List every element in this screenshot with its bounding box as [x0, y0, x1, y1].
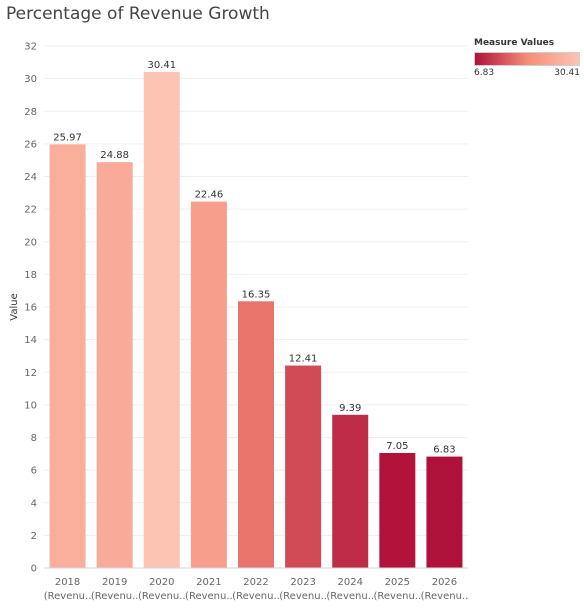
x-tick-label: 2026 — [432, 577, 457, 588]
legend-max-label: 30.41 — [554, 68, 580, 78]
legend-title: Measure Values — [474, 38, 555, 48]
x-tick-label: 2023 — [290, 577, 315, 588]
bar-2026 — [426, 456, 463, 568]
y-axis-label: Value — [9, 293, 20, 320]
x-tick-label: 2025 — [385, 577, 410, 588]
data-label: 25.97 — [53, 132, 82, 143]
bar-2024 — [332, 414, 369, 568]
x-tick-label: 2022 — [243, 577, 268, 588]
bar-2023 — [285, 365, 322, 568]
y-tick-label: 18 — [24, 270, 37, 281]
data-label: 12.41 — [289, 354, 318, 365]
x-tick-sublabel: (Revenu.. — [91, 591, 139, 602]
x-tick-label: 2020 — [149, 577, 174, 588]
bar-2022 — [238, 301, 274, 568]
y-tick-label: 24 — [24, 172, 37, 183]
x-tick-sublabel: (Revenu.. — [138, 591, 186, 602]
x-tick-label: 2019 — [102, 577, 127, 588]
data-label: 22.46 — [195, 190, 224, 201]
y-tick-label: 28 — [24, 107, 37, 118]
x-tick-sublabel: (Revenu.. — [374, 591, 422, 602]
y-tick-label: 16 — [24, 303, 37, 314]
y-tick-label: 22 — [24, 205, 37, 216]
bar-2018 — [49, 144, 86, 568]
y-tick-label: 4 — [31, 498, 37, 509]
legend-min-label: 6.83 — [474, 68, 495, 78]
legend-gradient-bar — [474, 52, 580, 66]
bar-2020 — [143, 71, 180, 568]
data-label: 7.05 — [386, 441, 408, 452]
y-tick-label: 20 — [24, 237, 37, 248]
y-tick-label: 14 — [24, 335, 37, 346]
y-tick-label: 26 — [24, 139, 37, 150]
legend-labels: 6.83 30.41 — [474, 68, 580, 80]
data-label: 6.83 — [433, 445, 455, 456]
x-tick-sublabel: (Revenu.. — [44, 591, 92, 602]
x-tick-sublabel: (Revenu.. — [232, 591, 280, 602]
y-tick-label: 10 — [24, 400, 37, 411]
bar-2025 — [379, 452, 416, 568]
bar-2019 — [96, 162, 133, 568]
x-tick-label: 2021 — [196, 577, 221, 588]
y-tick-label: 6 — [31, 466, 37, 477]
x-tick-label: 2024 — [337, 577, 362, 588]
y-tick-label: 32 — [24, 42, 37, 53]
x-tick-label: 2018 — [55, 577, 80, 588]
x-tick-sublabel: (Revenu.. — [185, 591, 233, 602]
y-tick-label: 2 — [31, 531, 37, 542]
color-legend: Measure Values 6.83 30.41 — [474, 38, 580, 80]
data-label: 24.88 — [100, 150, 129, 161]
x-tick-sublabel: (Revenu.. — [326, 591, 374, 602]
x-tick-sublabel: (Revenu.. — [279, 591, 327, 602]
y-tick-label: 12 — [24, 368, 37, 379]
data-label: 30.41 — [147, 60, 176, 71]
x-tick-sublabel: (Revenu.. — [421, 591, 469, 602]
bar-2021 — [190, 201, 227, 568]
y-tick-label: 30 — [24, 74, 37, 85]
data-label: 9.39 — [339, 403, 361, 414]
y-tick-label: 0 — [31, 564, 37, 575]
chart-title: Percentage of Revenue Growth — [6, 4, 270, 24]
data-label: 16.35 — [242, 289, 271, 300]
y-tick-label: 8 — [31, 433, 37, 444]
